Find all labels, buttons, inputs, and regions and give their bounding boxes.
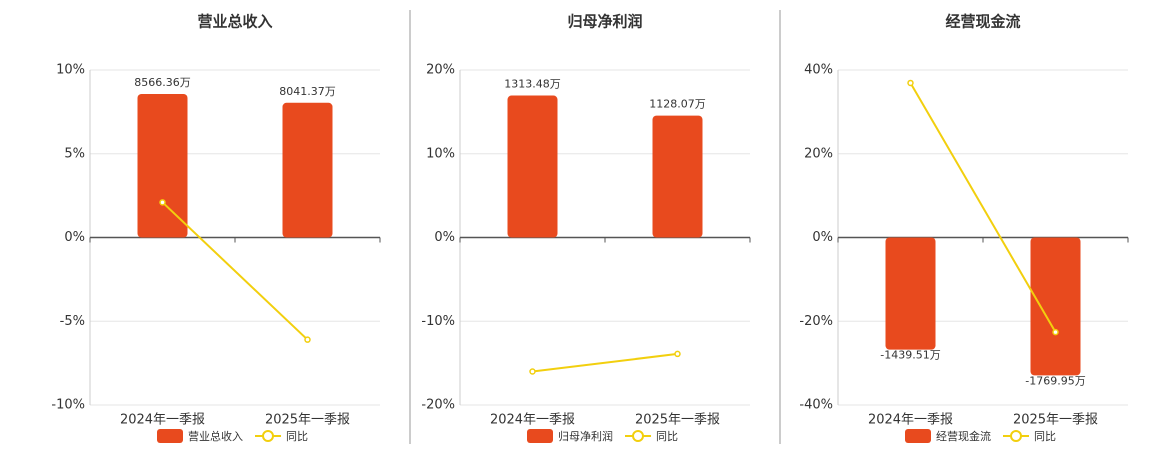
value-label: 1128.07万: [649, 98, 706, 111]
bar: [507, 95, 558, 238]
line-point: [674, 350, 681, 358]
y-tick-label: 20%: [426, 63, 455, 78]
x-tick-label: 2025年一季报: [635, 413, 720, 428]
y-tick-label: 0%: [64, 230, 85, 245]
legend-icon: [527, 429, 553, 443]
legend-icon: [905, 429, 931, 443]
y-tick-label: -10%: [51, 398, 85, 413]
chart-title: 营业总收入: [197, 13, 272, 31]
x-tick-label: 2025年一季报: [1013, 413, 1098, 428]
y-tick-label: -40%: [799, 398, 833, 413]
x-tick-label: 2024年一季报: [490, 413, 575, 428]
bar: [282, 102, 333, 238]
y-tick-label: 0%: [812, 230, 833, 245]
y-tick-label: 5%: [64, 146, 85, 161]
line-point: [159, 199, 166, 206]
legend-label: 经营现金流: [936, 429, 991, 443]
legend-label: 同比: [286, 430, 308, 443]
value-label: -1769.95万: [1025, 374, 1085, 387]
line-point: [907, 79, 914, 87]
y-tick-label: 40%: [804, 63, 833, 78]
line-point: [1052, 328, 1059, 336]
value-label: 1313.48万: [504, 78, 561, 91]
value-label: -1439.51万: [880, 349, 940, 362]
value-label: 8566.36万: [134, 76, 191, 89]
line: [161, 201, 309, 341]
chart-title: 归母净利润: [567, 13, 642, 31]
y-tick-label: 0%: [434, 230, 455, 245]
legend-icon: [632, 430, 644, 442]
legend-label: 归母净利润: [558, 429, 613, 443]
y-tick-label: -20%: [799, 314, 833, 329]
legend-label: 同比: [1034, 430, 1056, 443]
line: [532, 352, 678, 373]
legend-icon: [1010, 430, 1022, 442]
y-tick-label: -5%: [60, 314, 85, 329]
legend-icon: [262, 430, 274, 442]
legend-label: 同比: [656, 430, 678, 443]
y-tick-label: 20%: [804, 146, 833, 161]
bar: [1030, 237, 1081, 376]
line-point: [304, 336, 311, 343]
chart-title: 经营现金流: [945, 13, 1020, 31]
bar: [885, 237, 936, 350]
y-tick-label: -20%: [421, 398, 455, 413]
line: [909, 82, 1057, 333]
legend-label: 营业总收入: [188, 429, 243, 443]
value-label: 8041.37万: [279, 85, 336, 98]
bar: [652, 115, 703, 238]
line-point: [529, 368, 536, 375]
legend-icon: [157, 429, 183, 443]
y-tick-label: -10%: [421, 314, 455, 329]
x-tick-label: 2024年一季报: [868, 413, 953, 428]
y-tick-label: 10%: [56, 63, 85, 78]
x-tick-label: 2025年一季报: [265, 413, 350, 428]
y-tick-label: 10%: [426, 146, 455, 161]
x-tick-label: 2024年一季报: [120, 413, 205, 428]
bar: [137, 94, 188, 238]
